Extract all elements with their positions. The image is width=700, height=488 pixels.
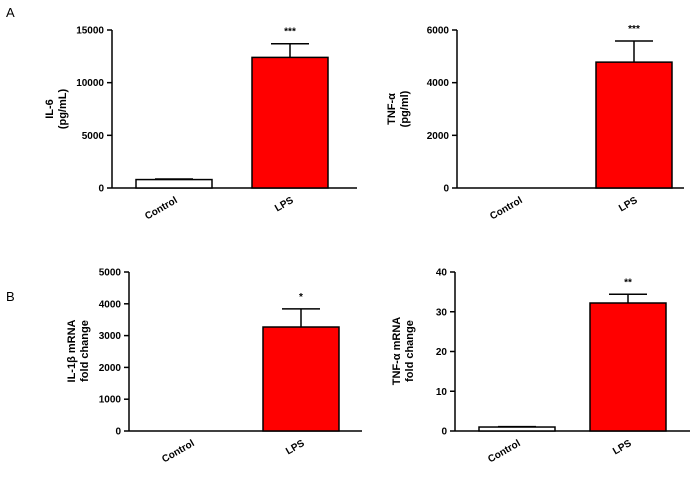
y-axis-label-line: IL-6 <box>44 99 56 119</box>
y-tick-label: 2000 <box>427 131 450 142</box>
charts: 050001000015000IL-6(pg/mL)Control***LPS0… <box>44 24 690 465</box>
y-tick-label: 4000 <box>427 78 450 89</box>
significance-mark: *** <box>628 24 640 35</box>
y-axis-label-line: fold change <box>79 320 91 382</box>
y-tick-label: 20 <box>436 347 448 358</box>
bar-control <box>135 178 213 189</box>
bar-lps <box>595 61 673 189</box>
x-category-label: Control <box>488 195 524 222</box>
y-tick-label: 2000 <box>99 363 122 374</box>
y-axis-label-line: TNF-α <box>386 93 398 125</box>
y-tick-label: 10 <box>436 387 448 398</box>
y-tick-label: 0 <box>441 427 447 438</box>
y-tick-label: 0 <box>443 184 449 195</box>
x-category-label: LPS <box>284 438 307 457</box>
y-tick-label: 6000 <box>427 26 450 37</box>
y-axis-label: IL-1β mRNAfold change <box>66 319 91 382</box>
y-axis-label-line: IL-1β mRNA <box>66 319 78 382</box>
y-tick-label: 0 <box>115 427 121 438</box>
y-axis-label: IL-6(pg/mL) <box>44 89 69 130</box>
y-tick-label: 5000 <box>82 131 105 142</box>
chart-4: 0 10 20 30 40 TNF-α mRNAfold change Control ** L… <box>391 268 690 465</box>
y-tick-label: 15000 <box>76 26 104 37</box>
panel-label-a: A <box>6 5 15 20</box>
x-category-label: LPS <box>273 195 296 214</box>
chart-1: 0 5000 10000 15000 IL-6(pg/mL) Control *** LPS <box>44 26 357 222</box>
y-tick-label: 4000 <box>99 299 122 310</box>
y-tick-label: 0 <box>98 184 104 195</box>
panel-label-b: B <box>6 289 15 304</box>
bar-lps <box>262 326 340 432</box>
significance-mark: *** <box>284 27 296 38</box>
y-tick-label: 1000 <box>99 395 122 406</box>
y-axis-label: TNF-α mRNAfold change <box>391 317 416 386</box>
y-tick-label: 30 <box>436 307 448 318</box>
bar-lps <box>589 302 667 432</box>
significance-mark: ** <box>624 277 632 288</box>
chart-2: 0 2000 4000 6000 TNF-α(pg/ml) Control *** LPS <box>386 24 684 222</box>
y-axis-label: TNF-α(pg/ml) <box>386 90 411 127</box>
y-axis-label-line: (pg/ml) <box>399 90 411 127</box>
x-category-label: Control <box>160 438 196 465</box>
y-tick-label: 40 <box>436 268 448 279</box>
bar-lps <box>251 56 329 189</box>
bar-control <box>478 426 556 432</box>
y-axis-label-line: fold change <box>404 320 416 382</box>
y-tick-label: 3000 <box>99 331 122 342</box>
y-axis-label-line: TNF-α mRNA <box>391 317 403 386</box>
chart-3: 0 1000 2000 3000 4000 5000 IL-1β mRNAfold chan… <box>66 268 362 465</box>
x-category-label: LPS <box>617 195 640 214</box>
x-category-label: LPS <box>611 438 634 457</box>
y-tick-label: 10000 <box>76 78 104 89</box>
x-category-label: Control <box>486 438 522 465</box>
y-tick-label: 5000 <box>99 268 122 279</box>
x-category-label: Control <box>143 195 179 222</box>
significance-mark: * <box>299 292 303 303</box>
y-axis-label-line: (pg/mL) <box>57 89 69 130</box>
